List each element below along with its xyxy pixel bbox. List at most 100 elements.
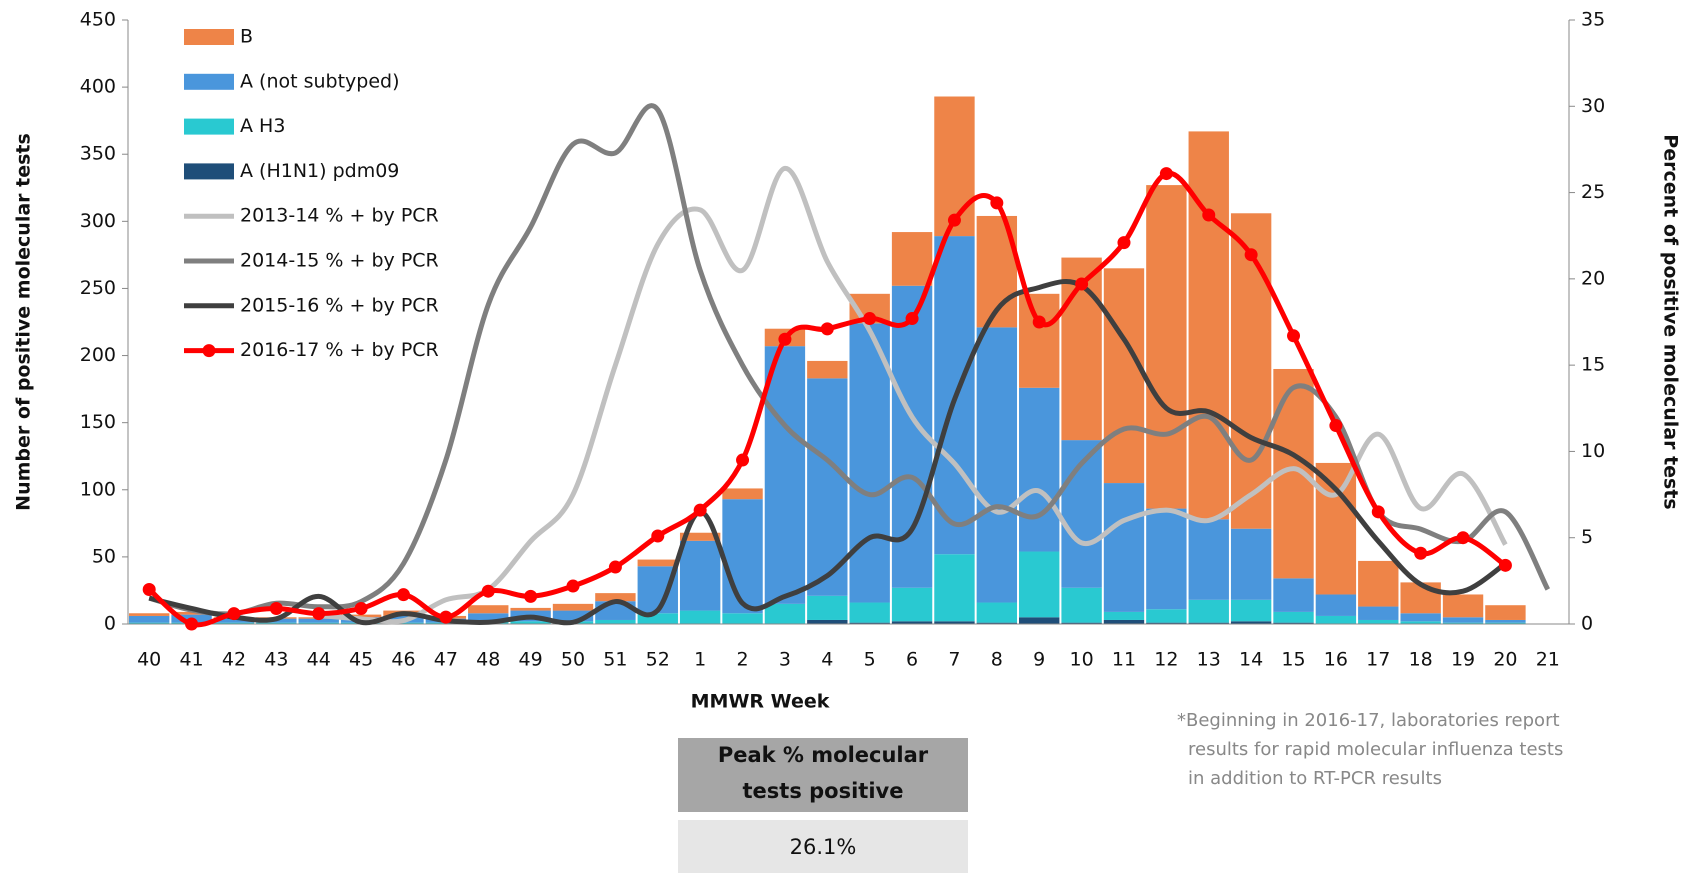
bar: [1103, 619, 1145, 624]
bar: [1103, 611, 1145, 620]
table-header-cell: [678, 738, 968, 812]
bar: [976, 327, 1018, 603]
point: [142, 582, 156, 596]
legend-label: 2014-15 % + by PCR: [240, 250, 439, 272]
x-tick-label: 40: [137, 649, 161, 671]
bar: [1442, 622, 1484, 624]
bar: [1061, 587, 1102, 623]
bar: [1400, 613, 1441, 622]
x-tick-label: 19: [1451, 649, 1475, 671]
bar: [1315, 462, 1357, 595]
y-tick-label: 200: [80, 344, 116, 366]
x-tick-label: 14: [1239, 649, 1263, 671]
x-tick-label: 49: [519, 649, 543, 671]
y-tick-label: 400: [80, 76, 116, 98]
bar: [891, 232, 933, 286]
point: [1414, 546, 1428, 560]
legend-swatch: [184, 118, 234, 135]
bar: [213, 622, 255, 624]
bar: [1146, 185, 1187, 509]
bar: [1188, 622, 1229, 624]
y2-tick-label: 20: [1581, 267, 1605, 289]
legend-label: 2013-14 % + by PCR: [240, 205, 439, 227]
x-tick-label: 48: [476, 649, 500, 671]
bar: [1019, 387, 1060, 552]
bar: [1273, 622, 1314, 624]
legend-label: B: [240, 26, 253, 48]
x-tick-label: 7: [948, 649, 960, 671]
x-tick-label: 18: [1409, 649, 1433, 671]
x-tick-label: 21: [1536, 649, 1560, 671]
y-tick-label: 250: [80, 277, 116, 299]
x-tick-label: 2: [736, 649, 748, 671]
x-tick-label: 17: [1366, 649, 1390, 671]
point: [863, 312, 877, 326]
bar: [468, 605, 509, 614]
point: [1456, 531, 1470, 545]
bar: [595, 619, 636, 624]
x-tick-label: 8: [991, 649, 1003, 671]
bar: [1358, 560, 1399, 607]
bar: [1103, 483, 1145, 612]
point: [1202, 208, 1216, 222]
bar: [934, 96, 975, 237]
bar: [637, 559, 678, 567]
legend-swatch: [184, 29, 234, 45]
legend-label: 2015-16 % + by PCR: [240, 294, 439, 316]
point: [990, 196, 1004, 210]
table-header: tests positive: [743, 779, 904, 803]
x-tick-label: 46: [391, 649, 415, 671]
bar: [340, 614, 382, 618]
point: [1287, 329, 1301, 343]
legend-swatch: [184, 73, 234, 90]
bar: [510, 607, 551, 611]
bar: [807, 595, 848, 620]
bar: [1230, 528, 1272, 600]
bar: [1400, 621, 1441, 624]
point: [1159, 167, 1173, 181]
bar: [1485, 622, 1526, 624]
line: [147, 170, 1507, 628]
bar: [637, 613, 678, 624]
bar: [129, 613, 170, 616]
bar: [552, 603, 594, 611]
bar: [298, 618, 339, 623]
bar: [1188, 519, 1229, 600]
x-tick-label: 11: [1112, 649, 1136, 671]
bar: [976, 602, 1018, 623]
point: [1329, 419, 1343, 433]
y2-axis-title: Percent of positive molecular tests: [1660, 134, 1682, 509]
bar: [1442, 617, 1484, 623]
x-tick-label: 9: [1033, 649, 1045, 671]
x-tick-label: 44: [307, 649, 331, 671]
point: [439, 610, 453, 624]
x-tick-label: 20: [1493, 649, 1517, 671]
bar: [679, 540, 721, 611]
x-tick-label: 15: [1281, 649, 1305, 671]
x-tick-label: 1: [694, 649, 706, 671]
point: [227, 607, 241, 621]
table-header: Peak % molecular: [718, 743, 929, 767]
bar: [807, 378, 848, 596]
point: [269, 601, 283, 615]
bar: [722, 488, 763, 500]
x-tick-label: 6: [906, 649, 918, 671]
line: [318, 165, 1508, 625]
x-tick-label: 52: [646, 649, 670, 671]
point: [1032, 315, 1046, 329]
table-value: 26.1%: [790, 835, 857, 859]
point: [396, 588, 410, 602]
bar: [934, 621, 975, 624]
y-tick-label: 100: [80, 478, 116, 500]
bar: [1315, 615, 1357, 624]
x-tick-label: 12: [1154, 649, 1178, 671]
bar: [1061, 622, 1102, 624]
bar: [764, 346, 806, 604]
x-tick-label: 3: [779, 649, 791, 671]
point: [820, 322, 834, 336]
y2-tick-label: 5: [1581, 526, 1593, 548]
footnote: results for rapid molecular influenza te…: [1188, 739, 1563, 760]
bar: [298, 622, 339, 624]
bar: [722, 613, 763, 624]
